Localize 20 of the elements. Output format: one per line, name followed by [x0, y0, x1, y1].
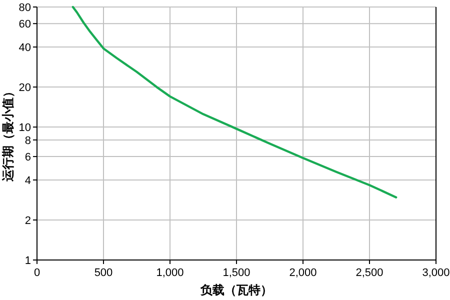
- x-tick-label: 1,500: [222, 267, 250, 279]
- y-tick-label: 1: [24, 255, 31, 267]
- y-tick-label: 80: [18, 2, 31, 14]
- x-tick-label: 0: [34, 267, 40, 279]
- x-tick-label: 2,500: [356, 267, 384, 279]
- y-tick-label: 60: [18, 18, 31, 31]
- x-tick-label: 3,000: [422, 267, 450, 279]
- x-tick-label: 500: [94, 267, 113, 279]
- y-axis-title: 运行期（最小值）: [1, 86, 15, 182]
- line-series: [72, 6, 398, 198]
- x-axis-title: 负载（瓦特）: [200, 283, 272, 297]
- y-tick-label: 40: [18, 42, 31, 54]
- y-tick-label: 2: [24, 214, 31, 227]
- y-tick-label: 8: [24, 134, 31, 147]
- x-tick-label: 1,000: [156, 267, 184, 279]
- x-tick-label: 2,000: [289, 267, 317, 279]
- y-tick-label: 4: [24, 174, 31, 187]
- y-tick-label: 6: [24, 152, 31, 164]
- y-tick-label: 10: [18, 122, 31, 134]
- y-tick-label: 20: [18, 82, 31, 94]
